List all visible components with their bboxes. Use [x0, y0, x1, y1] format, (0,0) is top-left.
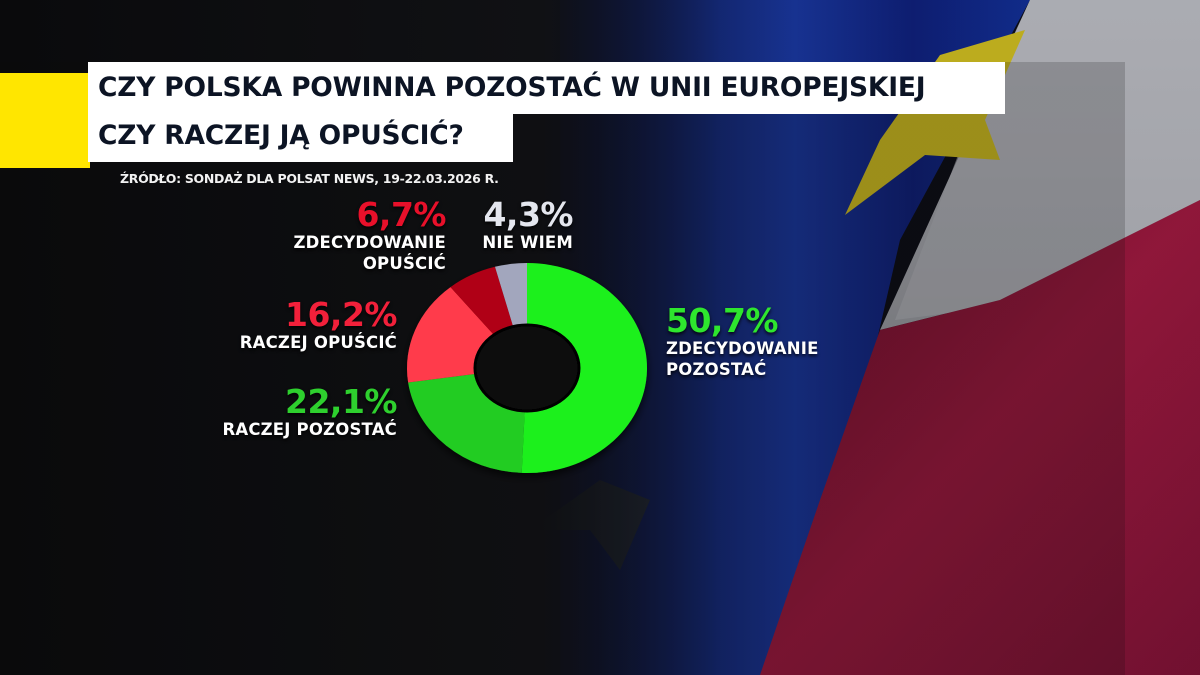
title-line-1: CZY POLSKA POWINNA POZOSTAĆ W UNII EUROP… — [88, 62, 1005, 114]
caption-zdecydowanie-opuscic-2: OPUŚCIĆ — [362, 254, 446, 273]
label-zdecydowanie-opuscic: 6,7% ZDECYDOWANIE OPUŚCIĆ — [293, 198, 446, 274]
caption-zdecydowanie-pozostac-2: POZOSTAĆ — [666, 360, 767, 379]
pct-nie-wiem: 4,3% — [483, 195, 573, 234]
label-zdecydowanie-pozostac: 50,7% ZDECYDOWANIE POZOSTAĆ — [666, 304, 819, 380]
pct-zdecydowanie-pozostac: 50,7% — [666, 301, 778, 340]
pct-zdecydowanie-opuscic: 6,7% — [356, 195, 446, 234]
title-line-2: CZY RACZEJ JĄ OPUŚCIĆ? — [88, 114, 513, 162]
segment-raczej-pozostac — [408, 373, 525, 473]
caption-raczej-pozostac: RACZEJ POZOSTAĆ — [222, 420, 397, 439]
segment-zdecydowanie-pozostac — [521, 263, 647, 473]
pct-raczej-opuscic: 16,2% — [285, 295, 398, 334]
label-raczej-pozostac: 22,1% RACZEJ POZOSTAĆ — [222, 385, 397, 440]
caption-nie-wiem: NIE WIEM — [482, 233, 573, 252]
accent-yellow-bar — [0, 73, 90, 168]
pct-raczej-pozostac: 22,1% — [285, 382, 397, 421]
caption-raczej-opuscic: RACZEJ OPUŚCIĆ — [239, 333, 397, 352]
label-nie-wiem: 4,3% NIE WIEM — [482, 198, 573, 253]
donut-hole — [473, 323, 581, 413]
caption-zdecydowanie-pozostac-1: ZDECYDOWANIE — [666, 339, 819, 358]
caption-zdecydowanie-opuscic-1: ZDECYDOWANIE — [293, 233, 446, 252]
segment-zdecydowanie-opuscic — [450, 266, 514, 335]
source-note: ŹRÓDŁO: SONDAŻ DLA POLSAT NEWS, 19-22.03… — [120, 171, 499, 186]
label-raczej-opuscic: 16,2% RACZEJ OPUŚCIĆ — [239, 295, 398, 353]
segment-raczej-opuscic — [407, 287, 494, 383]
segment-nie-wiem — [494, 263, 527, 327]
